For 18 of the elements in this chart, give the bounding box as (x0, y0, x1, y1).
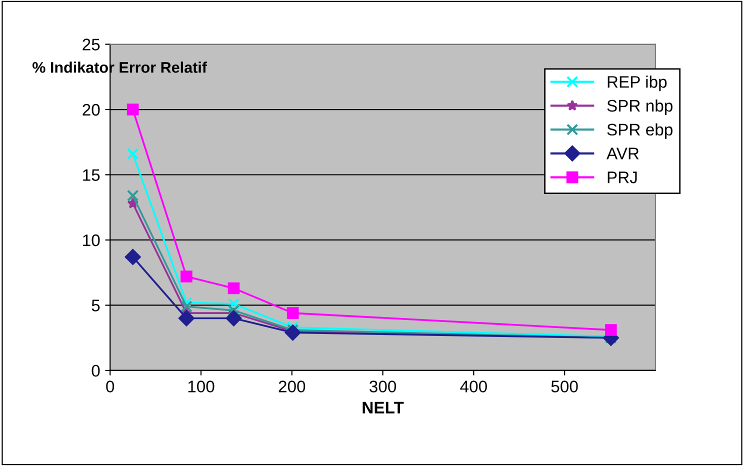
x-tick-label: 0 (106, 380, 114, 392)
x-axis-title: NELT (362, 402, 404, 414)
x-tick-label: 200 (278, 380, 306, 392)
x-tick-label: 300 (370, 380, 396, 392)
y-tick-label: 15 (83, 169, 100, 181)
y-tick-label: 10 (83, 234, 100, 246)
legend-label: SPR nbp (607, 99, 672, 115)
legend-label: SPR ebp (607, 123, 672, 139)
y-tick-label: 20 (82, 104, 100, 116)
y-tick-label: 0 (92, 364, 100, 377)
x-tick-label: 500 (551, 380, 578, 392)
y-tick-label: 5 (92, 300, 100, 312)
legend-label: REP ibp (608, 76, 667, 92)
y-tick-label: 25 (82, 38, 100, 50)
x-tick-label: 100 (188, 380, 214, 392)
legend-label: PRJ (608, 172, 637, 184)
x-tick-label: 400 (460, 380, 487, 392)
legend-label: AVR (606, 148, 639, 160)
